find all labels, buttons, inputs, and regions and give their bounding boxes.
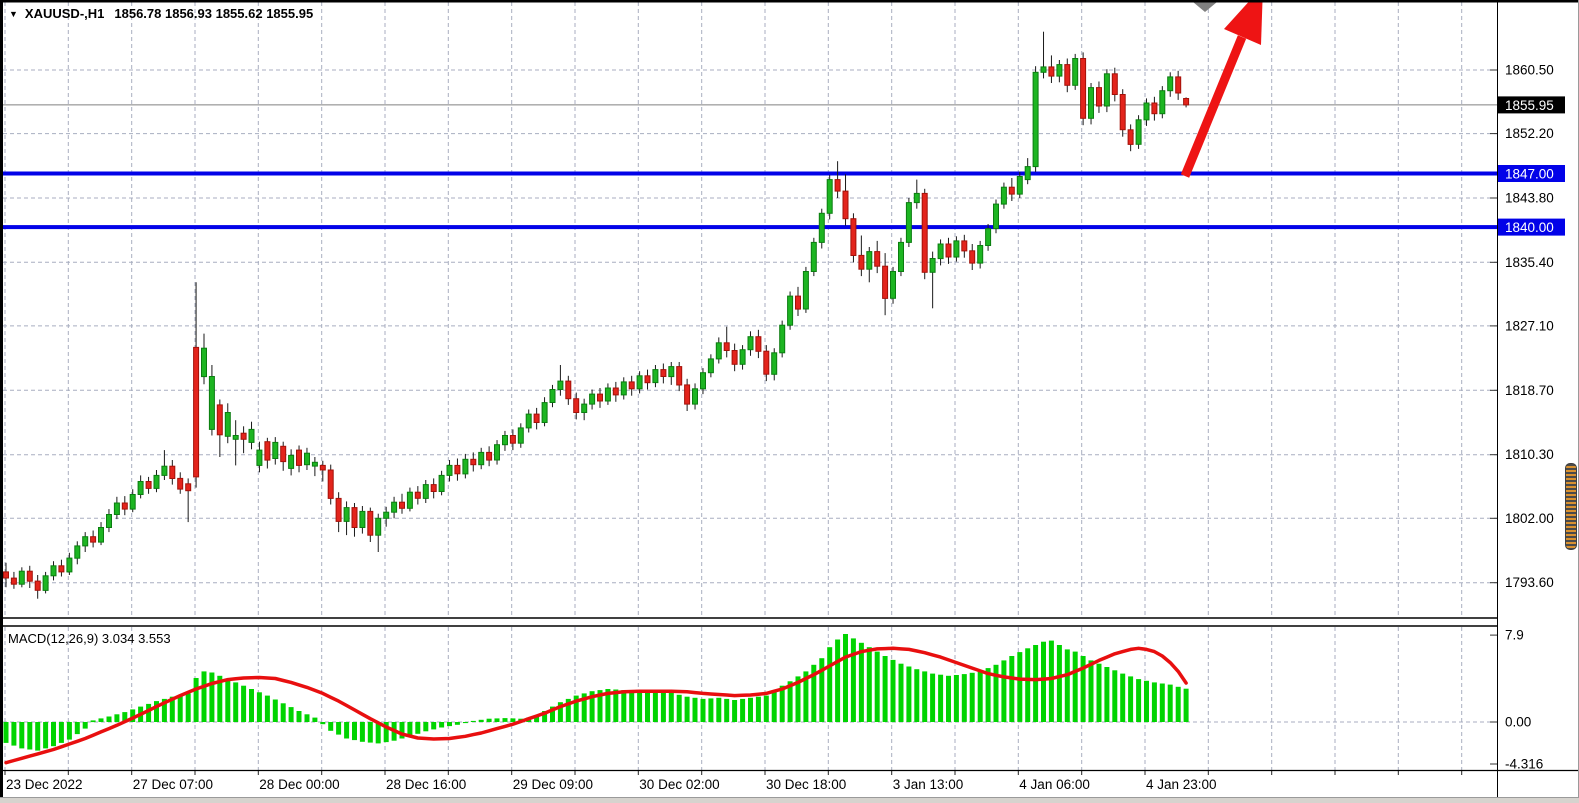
- price-axis-label: 1852.20: [1505, 126, 1554, 141]
- level-price-badge: 1840.00: [1498, 218, 1565, 236]
- time-axis-label: 23 Dec 2022: [6, 777, 83, 792]
- chart-dropdown-icon[interactable]: ▼: [9, 9, 18, 19]
- time-axis-label: 3 Jan 13:00: [893, 777, 964, 792]
- current-price-badge: 1855.95: [1498, 96, 1565, 114]
- time-axis-label: 28 Dec 00:00: [259, 777, 339, 792]
- svg-text:1855.95: 1855.95: [1505, 98, 1554, 113]
- chart-title-bar: ▼ XAUUSD-,H1 1856.78 1856.93 1855.62 185…: [9, 6, 313, 21]
- price-axis-label: 1818.70: [1505, 383, 1554, 398]
- level-price-badge: 1847.00: [1498, 165, 1565, 182]
- macd-signal-line: [4, 646, 1188, 765]
- time-axis-label: 30 Dec 02:00: [639, 777, 719, 792]
- svg-text:1840.00: 1840.00: [1505, 220, 1554, 235]
- price-axis-label: 1860.50: [1505, 63, 1554, 78]
- chart-shift-marker-icon[interactable]: [1193, 2, 1217, 12]
- macd-axis-label: 0.00: [1505, 715, 1531, 730]
- time-axis-label: 28 Dec 16:00: [386, 777, 466, 792]
- macd-histogram: [3, 634, 1189, 751]
- ohlc-quotes-label: 1856.78 1856.93 1855.62 1855.95: [114, 6, 314, 21]
- time-axis-label: 30 Dec 18:00: [766, 777, 846, 792]
- time-axis-label: 27 Dec 07:00: [133, 777, 213, 792]
- macd-indicator-label: MACD(12,26,9) 3.034 3.553: [8, 631, 171, 646]
- window-bottom-edge: [0, 797, 1579, 803]
- time-axis-label: 4 Jan 06:00: [1019, 777, 1090, 792]
- price-axis-label: 1827.10: [1505, 318, 1554, 333]
- horizontal-level-line[interactable]: [3, 171, 1497, 176]
- symbol-timeframe-label: XAUUSD-,H1: [24, 6, 105, 21]
- trend-arrow[interactable]: [1180, 0, 1263, 178]
- time-axis-label: 29 Dec 09:00: [513, 777, 593, 792]
- price-axis-label: 1802.00: [1505, 511, 1554, 526]
- price-axis-label: 1810.30: [1505, 447, 1554, 462]
- price-axis-label: 1843.80: [1505, 191, 1554, 206]
- horizontal-level-line[interactable]: [3, 225, 1497, 230]
- price-axis-label: 1835.40: [1505, 255, 1554, 270]
- svg-text:1847.00: 1847.00: [1505, 167, 1554, 182]
- price-axis-label: 1793.60: [1505, 575, 1554, 590]
- time-axis-label: 4 Jan 23:00: [1146, 777, 1217, 792]
- vertical-scrollbar-thumb[interactable]: [1565, 463, 1577, 550]
- candles: [3, 31, 1190, 599]
- macd-axis-label: -4.316: [1505, 757, 1543, 772]
- macd-axis-label: 7.9: [1505, 628, 1524, 643]
